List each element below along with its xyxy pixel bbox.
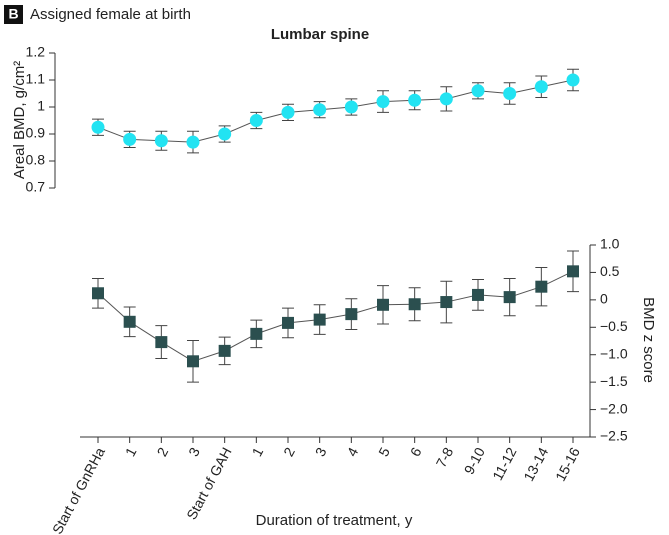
x-tick-label: 7-8 bbox=[433, 444, 457, 470]
x-tick-label: Start of GnRHa bbox=[49, 444, 108, 535]
y-tick-label: 0.9 bbox=[26, 125, 46, 141]
y-tick-label: −1.0 bbox=[600, 345, 628, 361]
marker bbox=[250, 327, 263, 340]
marker bbox=[281, 105, 295, 119]
y-tick-label: 0.8 bbox=[26, 152, 46, 168]
marker bbox=[123, 132, 137, 146]
x-tick-label: 3 bbox=[312, 444, 330, 459]
marker bbox=[155, 336, 168, 349]
marker bbox=[377, 298, 389, 311]
x-tick-label: 6 bbox=[407, 444, 425, 459]
x-tick-label: 3 bbox=[185, 444, 203, 459]
y-tick-label: −1.5 bbox=[600, 373, 628, 389]
marker bbox=[439, 92, 453, 106]
marker bbox=[503, 291, 516, 304]
y-tick-label: 0 bbox=[600, 291, 608, 307]
marker bbox=[344, 100, 358, 114]
y-tick-label: −2.0 bbox=[600, 400, 628, 416]
y-tick-label: −0.5 bbox=[600, 318, 628, 334]
marker bbox=[123, 315, 136, 328]
x-tick-label: 11-12 bbox=[489, 444, 520, 482]
marker bbox=[376, 95, 390, 109]
marker bbox=[471, 84, 485, 98]
x-tick-label: 9-10 bbox=[461, 444, 488, 476]
y-tick-label: −2.5 bbox=[600, 428, 628, 444]
marker bbox=[408, 298, 421, 311]
marker bbox=[567, 265, 579, 278]
y-tick-label: 0.7 bbox=[26, 179, 46, 195]
panel-badge bbox=[4, 5, 23, 24]
marker bbox=[187, 355, 199, 368]
marker bbox=[186, 135, 200, 149]
y-tick-label: 1 bbox=[37, 98, 45, 114]
marker bbox=[472, 288, 484, 301]
marker bbox=[249, 114, 263, 127]
series-line bbox=[97, 270, 574, 362]
marker bbox=[282, 316, 294, 329]
x-tick-label: 5 bbox=[375, 444, 393, 459]
marker bbox=[154, 134, 168, 148]
series-line bbox=[97, 79, 574, 143]
marker bbox=[218, 344, 231, 357]
marker bbox=[535, 280, 548, 293]
x-axis-label: Duration of treatment, y bbox=[256, 512, 413, 529]
x-tick-label: 2 bbox=[280, 444, 298, 459]
marker bbox=[566, 73, 580, 87]
x-tick-label: Start of GAH bbox=[183, 445, 234, 523]
x-tick-label: 13-14 bbox=[520, 444, 551, 483]
y2-axis-label: BMD z score bbox=[640, 297, 657, 383]
marker bbox=[503, 87, 517, 100]
y-tick-label: 1.2 bbox=[26, 44, 46, 60]
panel-label: B bbox=[8, 6, 18, 22]
marker bbox=[408, 93, 422, 107]
x-tick-label: 1 bbox=[122, 444, 140, 459]
marker bbox=[313, 313, 326, 326]
marker bbox=[534, 80, 548, 94]
chart-title: Lumbar spine bbox=[271, 26, 369, 43]
panel-title: Assigned female at birth bbox=[30, 6, 191, 23]
x-tick-label: 1 bbox=[248, 444, 266, 459]
marker bbox=[313, 103, 327, 117]
marker bbox=[92, 287, 104, 300]
x-tick-label: 2 bbox=[153, 444, 171, 459]
y-axis-label: Areal BMD, g/cm² bbox=[11, 61, 28, 179]
marker bbox=[218, 127, 232, 141]
y-tick-label: 1.1 bbox=[26, 71, 46, 87]
marker bbox=[91, 120, 105, 134]
x-tick-label: 15-16 bbox=[552, 444, 583, 483]
y-tick-label: 0.5 bbox=[600, 263, 620, 279]
x-tick-label: 4 bbox=[343, 444, 361, 459]
marker bbox=[440, 296, 453, 309]
marker bbox=[345, 308, 358, 321]
y-tick-label: 1.0 bbox=[600, 236, 620, 252]
